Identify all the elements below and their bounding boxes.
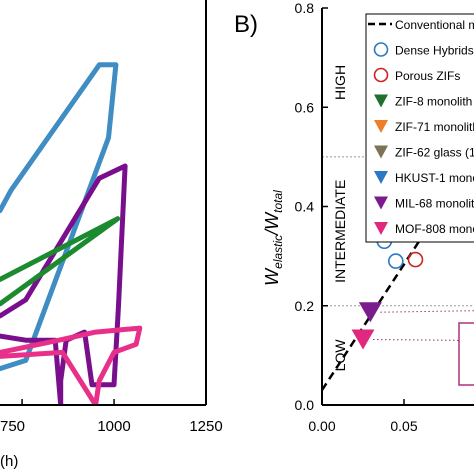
panel-b-y-tick-label: 0.8	[295, 0, 315, 16]
legend-entry-label: ZIF-62 glass (1	[395, 146, 474, 160]
porous-zif-point	[407, 251, 424, 268]
legend-entry-label: ZIF-71 monolith	[395, 120, 474, 134]
panel-a-plot-area	[0, 62, 143, 405]
legend-entry-label: Porous ZIFs	[395, 69, 460, 83]
panel-b-y-tick-label: 0.4	[295, 199, 315, 215]
mof808-monolith-point	[351, 329, 375, 350]
panel-a-x-tick-label: 1250	[189, 418, 222, 435]
panel-b-legend: Conventional m Dense Hybrids Porous ZIFs ZI…	[365, 13, 474, 243]
panel-a: 750 1000 1250 (h)	[0, 0, 223, 470]
panel-b-x-tick-label: 0.00	[308, 418, 335, 434]
region-label-high: HIGH	[332, 65, 348, 100]
mil68-monolith-point	[358, 302, 382, 323]
annotation-leader-line	[380, 310, 474, 313]
region-label-intermediate: INTERMEDIATE	[332, 180, 348, 283]
legend-triangle-symbol	[374, 94, 388, 108]
ylabel-sub-total: total	[271, 190, 285, 213]
legend-entry-label: MIL-68 monolith	[395, 197, 474, 211]
panel-b: B) Welastic/Wtotal HIGH INTERMEDIATE LOW 0…	[234, 0, 474, 434]
annotation-leader-line	[372, 338, 474, 341]
legend-box	[365, 13, 474, 243]
legend-entry-label: Dense Hybrids	[395, 44, 474, 58]
panel-a-loop-4	[0, 325, 143, 405]
legend-circle-symbol	[373, 67, 389, 83]
legend-entry-label: Conventional m	[395, 18, 474, 32]
panel-a-loop-3	[0, 216, 121, 307]
legend-entry-label: ZIF-8 monolith	[395, 95, 472, 109]
panel-a-xlabel: (h)	[0, 453, 18, 470]
legend-triangle-symbol	[374, 145, 388, 159]
legend-entry-label: MOF-808 mono	[395, 222, 474, 236]
panel-b-label: B)	[234, 11, 258, 38]
ylabel-main: W	[262, 267, 282, 286]
panel-b-y-tick-label: 0.2	[295, 298, 315, 314]
panel-a-x-ticks: 750 1000 1250	[0, 399, 223, 435]
legend-triangle-symbol	[374, 120, 388, 133]
dense-hybrid-point	[387, 253, 404, 269]
legend-triangle-symbol	[374, 222, 388, 235]
panel-b-y-tick-label: 0.6	[295, 99, 315, 115]
legend-entry-label: HKUST-1 mono	[395, 171, 474, 185]
panel-b-y-axis-title: Welastic/Wtotal	[262, 190, 285, 286]
legend-triangle-symbol	[374, 171, 388, 184]
ylabel-separator: /W	[262, 211, 282, 237]
inset-box	[458, 322, 474, 386]
legend-triangle-symbol	[374, 196, 388, 210]
panel-a-x-tick-label: 1000	[97, 418, 130, 435]
panel-b-y-tick-label: 0.0	[295, 397, 315, 413]
panel-b-ticks: 0.0 0.2 0.4 0.6 0.8 0.00 0.05	[295, 0, 418, 434]
ylabel-sub-elastic: elastic	[271, 235, 285, 269]
legend-circle-symbol	[373, 42, 389, 57]
panel-a-loop-1	[0, 62, 119, 372]
region-label-low: LOW	[332, 339, 348, 372]
panel-a-x-tick-label: 750	[0, 418, 25, 435]
panel-b-x-tick-label: 0.05	[390, 418, 417, 434]
